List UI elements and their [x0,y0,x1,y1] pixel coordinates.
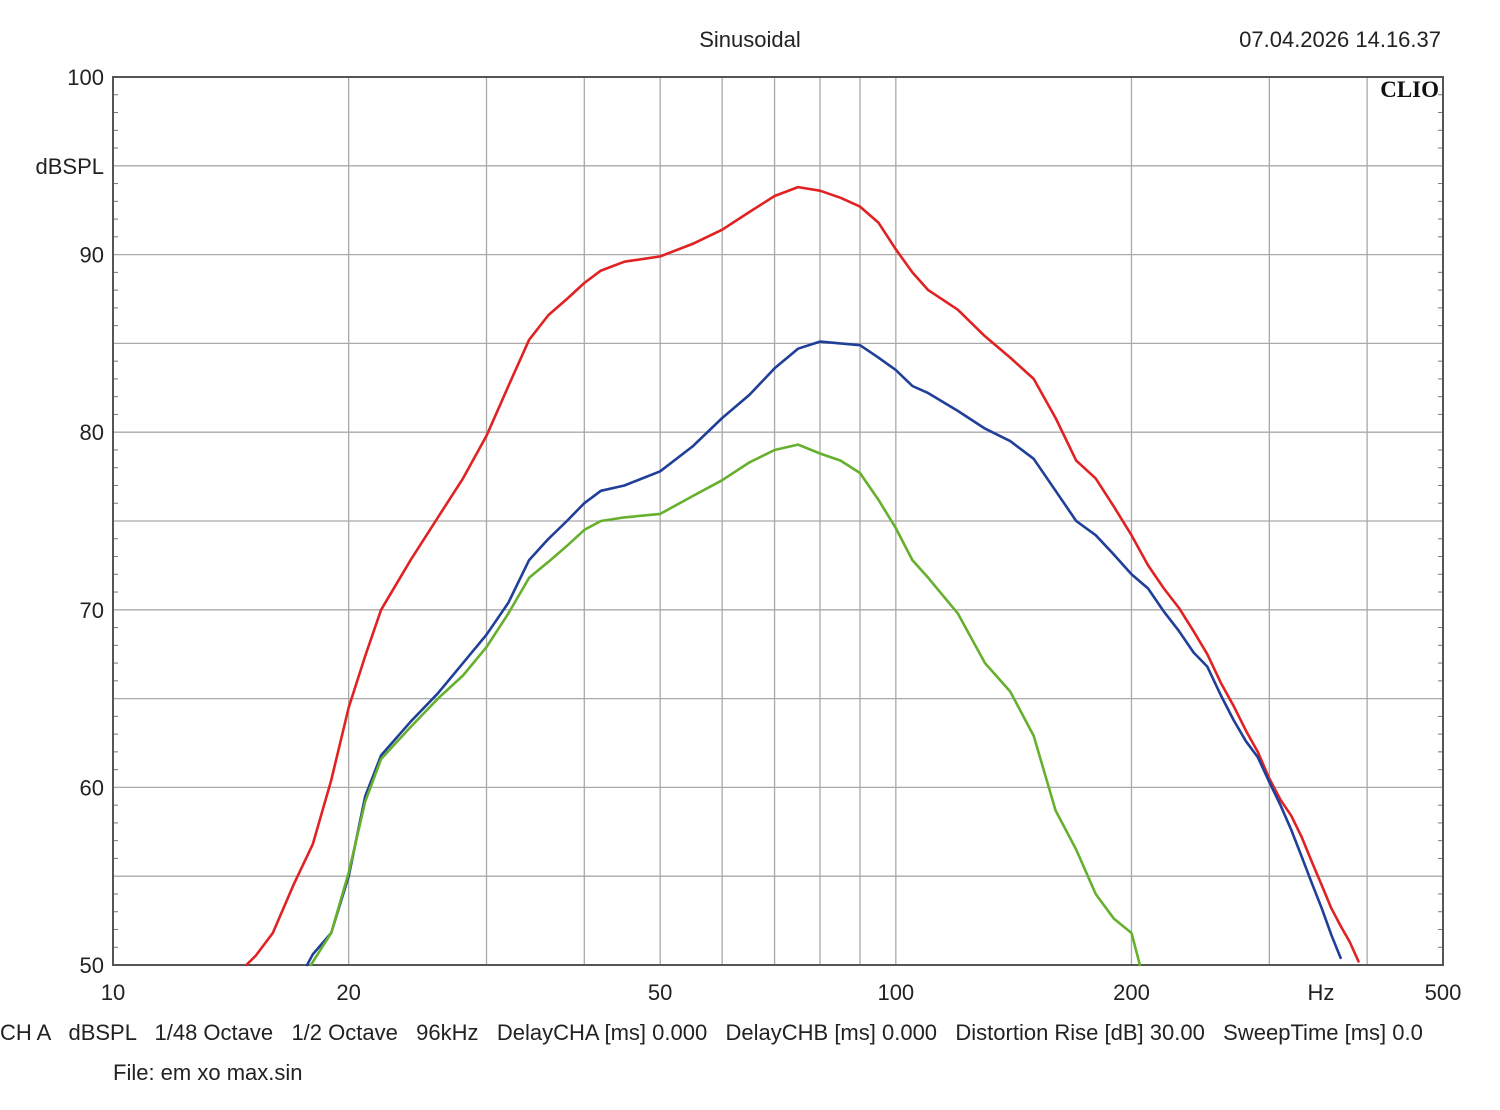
y-tick-label: 80 [80,420,104,445]
x-tick-label: 200 [1113,980,1150,1005]
x-axis-label: Hz [1308,980,1335,1005]
series-line-1 [245,185,1360,967]
series-line-3 [309,443,1142,967]
timestamp: 07.04.2026 14.16.37 [1239,27,1441,52]
y-tick-labels: 50 60 70 80 90 100 [67,65,104,978]
plot-frame [112,76,1444,966]
settings-line: CH A dBSPL 1/48 Octave 1/2 Octave 96kHz … [0,1020,1423,1045]
series-line-2 [305,340,1342,967]
y-tick-label: 50 [80,953,104,978]
chart-title: Sinusoidal [699,27,801,52]
y-axis-label: dBSPL [36,154,105,179]
x-tick-label: 20 [336,980,360,1005]
y-tick-label: 90 [80,243,104,268]
y-tick-label: 70 [80,598,104,623]
x-tick-label: 10 [101,980,125,1005]
file-line: File: em xo max.sin [113,1060,303,1085]
x-tick-labels: 10 20 50 100 200 500 [101,980,1462,1005]
y-tick-label: 100 [67,65,104,90]
x-tick-label: 100 [877,980,914,1005]
x-tick-label: 50 [648,980,672,1005]
series-layer [245,185,1360,967]
clio-brand: CLIO [1380,77,1439,102]
grid-layer [113,77,1443,965]
y-tick-label: 60 [80,775,104,800]
x-tick-label: 500 [1425,980,1462,1005]
